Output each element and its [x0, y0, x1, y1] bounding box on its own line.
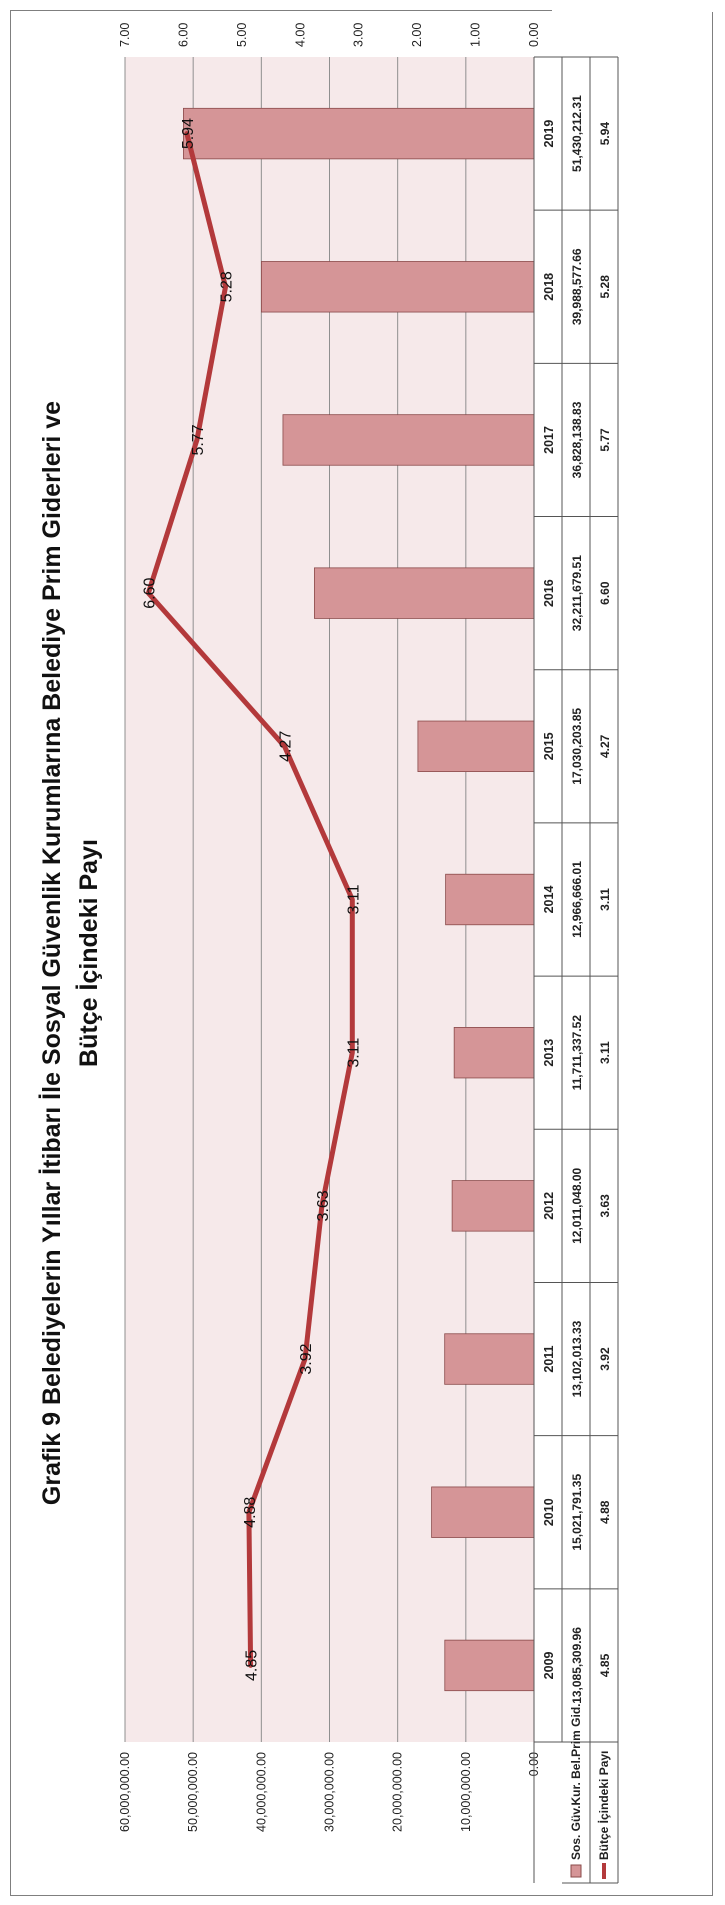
table-cell: 39,988,577.66 — [570, 248, 584, 325]
bar — [451, 1180, 535, 1232]
category-label: 2015 — [542, 732, 556, 760]
secondary-tick-label: 6.00 — [176, 23, 190, 47]
line-data-label: 4.85 — [244, 1650, 261, 1681]
category-label: 2018 — [542, 273, 556, 301]
secondary-tick-label: 0.00 — [527, 23, 541, 47]
bar — [314, 567, 535, 619]
table-cell: 4.27 — [598, 734, 612, 758]
category-label: 2014 — [542, 886, 556, 914]
secondary-tick-label: 4.00 — [293, 23, 307, 47]
line-point — [146, 591, 151, 596]
bar — [445, 873, 535, 926]
category-label: 2019 — [542, 120, 556, 148]
line-data-label: 5.28 — [218, 271, 235, 302]
bar — [183, 107, 535, 160]
legend-label-bar: Sos. Güv.Kur. Bel.Prim Gid. — [569, 1704, 583, 1860]
line-point — [223, 284, 228, 289]
legend-key-bar — [570, 1864, 582, 1878]
table-cell: 15,021,791.35 — [570, 1474, 584, 1551]
table-cell: 3.63 — [598, 1194, 612, 1218]
table-cell: 12,966,666.01 — [570, 861, 584, 938]
secondary-tick-label: 7.00 — [118, 23, 132, 47]
line-point — [246, 1510, 251, 1515]
category-label: 2012 — [542, 1192, 556, 1220]
line-point — [194, 437, 199, 442]
bar-series — [183, 107, 535, 1692]
table-cell: 32,211,679.51 — [570, 555, 584, 631]
table-cell: 51,430,212.31 — [570, 95, 584, 172]
line-point — [319, 1203, 324, 1208]
chart-title-line-1: Grafik 9 Belediyelerin Yıllar İtibarı İl… — [38, 401, 66, 1505]
primary-tick-label: 10,000,000.00 — [459, 1752, 473, 1832]
secondary-tick-label: 5.00 — [235, 23, 249, 47]
line-point — [282, 744, 287, 749]
table-cell: 11,711,337.52 — [570, 1015, 584, 1091]
line-data-label: 4.88 — [242, 1497, 259, 1528]
secondary-tick-label: 2.00 — [410, 23, 424, 47]
line-data-label: 4.27 — [278, 731, 295, 762]
table-cell: 13,102,013.33 — [570, 1320, 584, 1397]
bar — [282, 414, 535, 466]
legend-label-line: Bütçe İçindeki Payı — [596, 1751, 611, 1860]
line-data-label: 3.92 — [298, 1343, 315, 1374]
line-point — [184, 131, 189, 136]
table-cell: 12,011,048.00 — [570, 1167, 584, 1243]
bar — [444, 1639, 535, 1692]
primary-tick-label: 30,000,000.00 — [323, 1752, 337, 1832]
category-label: 2009 — [542, 1651, 556, 1679]
line-series — [145, 131, 355, 1668]
table-cell: 5.77 — [598, 428, 612, 452]
table-cell: 3.11 — [598, 888, 612, 911]
line-data-labels: 4.85 4.88 3.92 3.63 3.11 3.11 4.27 6.60 5.77 5.28… — [141, 118, 362, 1681]
secondary-axis-ticks: 0.00 1.00 2.00 3.00 4.00 5.00 6.00 7.00 — [118, 23, 541, 47]
frame-gap — [552, 0, 725, 12]
line-data-label: 5.77 — [190, 424, 207, 455]
secondary-tick-label: 3.00 — [352, 23, 366, 47]
line-data-label: 3.63 — [315, 1190, 332, 1221]
primary-tick-label: 60,000,000.00 — [118, 1752, 132, 1832]
category-label: 2016 — [542, 579, 556, 607]
table-cell: 4.88 — [598, 1500, 612, 1524]
table-cell: 17,030,203.85 — [570, 708, 584, 785]
table-cell: 4.85 — [598, 1653, 612, 1677]
line-point — [350, 897, 355, 902]
table-cell: 6.60 — [598, 581, 612, 605]
category-label: 2010 — [542, 1498, 556, 1526]
category-label: 2013 — [542, 1039, 556, 1067]
bar — [453, 1027, 535, 1079]
bar — [261, 261, 535, 313]
bar — [444, 1333, 535, 1385]
bar — [431, 1486, 535, 1538]
table-cell: 3.11 — [598, 1041, 612, 1064]
line-point — [350, 1050, 355, 1055]
category-label: 2011 — [542, 1345, 556, 1372]
secondary-tick-label: 1.00 — [469, 23, 483, 47]
primary-tick-label: 50,000,000.00 — [186, 1752, 200, 1832]
line-data-label: 5.94 — [180, 118, 197, 149]
category-label: 2017 — [542, 426, 556, 454]
primary-tick-label: 40,000,000.00 — [254, 1752, 268, 1832]
data-table: 2009 2010 2011 2012 2013 2014 2015 2016 2017 2018… — [533, 56, 619, 1884]
line-point — [248, 1663, 253, 1668]
line-data-label: 3.11 — [345, 884, 362, 914]
table-cell: 13,085,309.96 — [570, 1627, 584, 1704]
line-point — [302, 1357, 307, 1362]
line-data-label: 3.11 — [345, 1038, 362, 1068]
table-cell: 36,828,138.83 — [570, 401, 584, 478]
bar — [417, 720, 535, 772]
table-cell: 3.92 — [598, 1347, 612, 1371]
table-cell: 5.28 — [598, 275, 612, 299]
primary-tick-label: 20,000,000.00 — [391, 1752, 405, 1832]
chart-title-line-2: Bütçe İçindeki Payı — [75, 839, 103, 1067]
table-cell: 5.94 — [598, 122, 612, 146]
line-data-label: 6.60 — [141, 577, 158, 608]
primary-axis-ticks: 0.0010,000,000.0020,000,000.0030,000,000… — [118, 1752, 541, 1832]
